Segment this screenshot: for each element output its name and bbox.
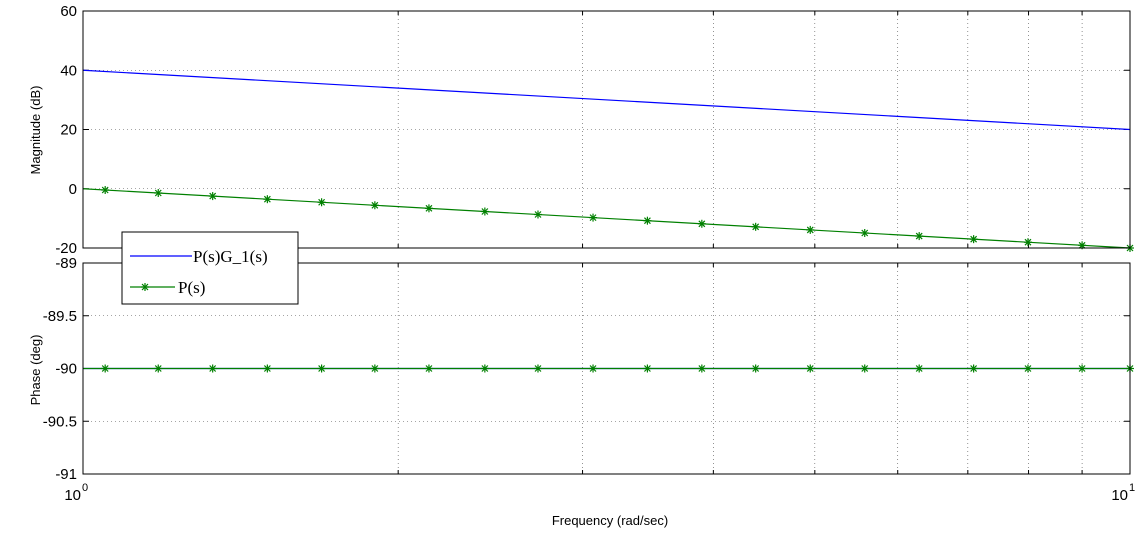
phase-ylabel: Phase (deg)	[28, 335, 43, 406]
mag-series-p-marker	[589, 213, 598, 222]
xtick-exponent: 1	[1129, 482, 1135, 494]
phase-series-p-marker	[533, 364, 542, 373]
phase-series-p-marker	[1078, 364, 1087, 373]
magnitude-axes: -20 0 20 40 60	[55, 3, 1134, 257]
phase-series-p-marker	[806, 364, 815, 373]
legend-box	[121, 231, 299, 305]
mag-series-p-marker	[533, 210, 542, 219]
mag-series-p-marker	[860, 228, 869, 237]
frequency-xlabel: Frequency (rad/sec)	[552, 513, 668, 528]
mag-series-p-marker	[915, 232, 924, 241]
phase-series-p-marker	[915, 364, 924, 373]
phase-ytick-label: -89	[55, 255, 77, 272]
mag-series-p-marker	[317, 198, 326, 207]
mag-ytick-label: 60	[60, 3, 77, 20]
mag-series-pg1-line	[82, 69, 1131, 131]
phase-series-p-marker	[860, 364, 869, 373]
xtick-exponent: 0	[82, 482, 88, 494]
mag-series-p-line	[82, 188, 1131, 249]
magnitude-ylabel: Magnitude (dB)	[28, 86, 43, 175]
phase-series-p-marker	[969, 364, 978, 373]
mag-series-p-marker	[969, 235, 978, 244]
phase-series-p-marker	[208, 364, 217, 373]
mag-series-p-marker	[424, 204, 433, 213]
phase-ytick-label: -89.5	[43, 308, 77, 325]
mag-series-p-marker	[480, 207, 489, 216]
mag-ytick-label: 0	[69, 181, 77, 198]
phase-frame	[82, 262, 1131, 475]
mag-series-p-marker	[154, 189, 163, 198]
mag-ytick-label: 20	[60, 122, 77, 139]
mag-series-p-marker	[806, 225, 815, 234]
mag-plot-area	[83, 11, 1130, 248]
phase-series-p-marker	[480, 364, 489, 373]
phase-ytick-label: -90	[55, 361, 77, 378]
phase-series-p-marker	[1023, 364, 1032, 373]
mag-series-p-marker	[1023, 238, 1032, 247]
phase-series-p-marker	[697, 364, 706, 373]
mag-series-p-marker	[263, 195, 272, 204]
xtick-label: 10	[1111, 487, 1128, 504]
phase-series-p-marker	[101, 364, 110, 373]
mag-ytick-label: 40	[60, 62, 77, 79]
legend-marker-asterisk	[141, 283, 149, 291]
mag-frame	[82, 10, 1131, 249]
phase-series-p-marker	[263, 364, 272, 373]
phase-series-p-marker	[154, 364, 163, 373]
mag-series-p-marker	[101, 186, 110, 195]
mag-series-p-marker	[697, 219, 706, 228]
legend-asterisk	[141, 283, 149, 291]
legend: P(s)G_1(s) P(s)	[121, 231, 299, 305]
phase-series-p-marker	[370, 364, 379, 373]
mag-ytick-label: -20	[55, 240, 77, 257]
legend-label-pg1: P(s)G_1(s)	[193, 247, 268, 266]
phase-ytick-label: -90.5	[43, 413, 77, 430]
phase-series-p-marker	[317, 364, 326, 373]
mag-series-p-marker	[751, 222, 760, 231]
legend-label-p: P(s)	[178, 278, 205, 297]
mag-series-p-marker	[370, 201, 379, 210]
phase-series-p-marker	[643, 364, 652, 373]
phase-ytick-label: -91	[55, 466, 77, 483]
phase-series-p-marker	[751, 364, 760, 373]
xtick-label: 10	[64, 487, 81, 504]
phase-series-p-marker	[589, 364, 598, 373]
phase-series-p-marker	[424, 364, 433, 373]
mag-series-p-marker	[208, 192, 217, 201]
mag-series-p-marker	[643, 216, 652, 225]
